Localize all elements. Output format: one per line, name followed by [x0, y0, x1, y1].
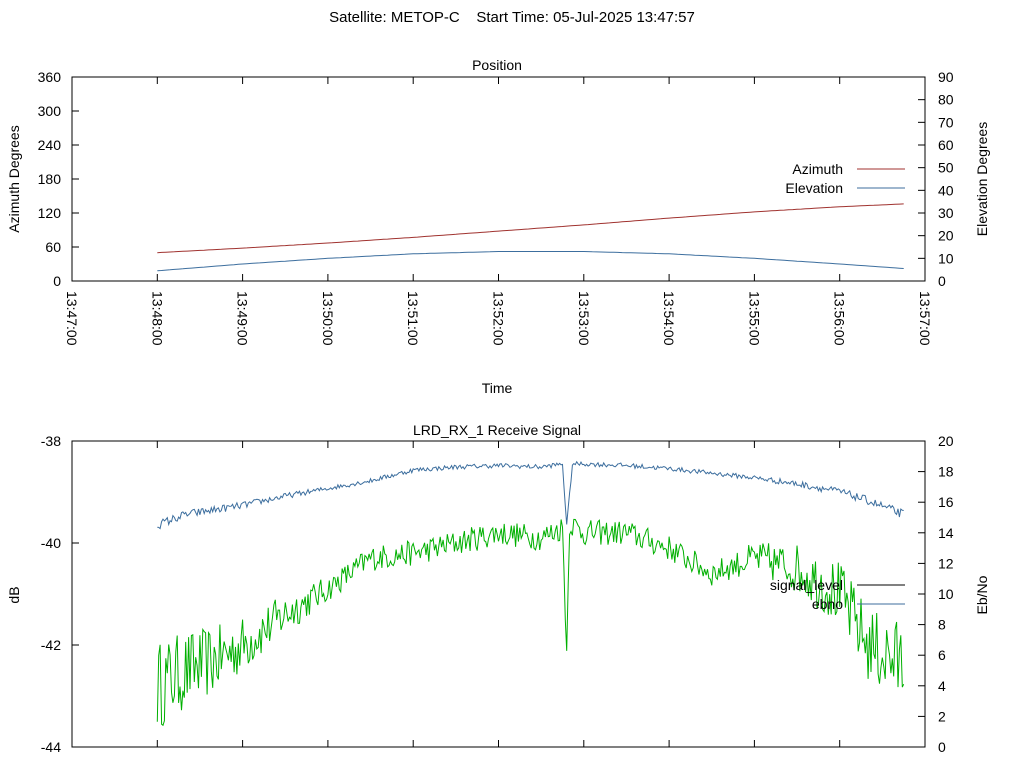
left-tick-label: -38 — [41, 433, 61, 449]
x-tick-label: 13:55:00 — [746, 291, 762, 346]
left-tick-label: -40 — [41, 535, 61, 551]
legend-signal-level-label: signal_level — [770, 577, 843, 593]
right-tick-label: 10 — [938, 250, 954, 266]
right-tick-label: 60 — [938, 137, 954, 153]
receive-series — [156, 460, 905, 727]
series-line-ebno — [157, 460, 904, 530]
left-tick-label: 120 — [38, 205, 62, 221]
elevation-axis-label: Elevation Degrees — [974, 122, 990, 236]
x-tick-label: 13:48:00 — [149, 291, 165, 346]
position-series — [157, 203, 904, 272]
left-tick-label: 240 — [38, 137, 62, 153]
position-chart: Position 0 60 120 180 240 300 360 0 10 20 30 40 50 60… — [6, 57, 990, 396]
left-tick-label: 0 — [53, 273, 61, 289]
right-tick-label: 20 — [938, 433, 954, 449]
figure-title: Satellite: METOP-C Start Time: 05-Jul-20… — [329, 9, 695, 26]
left-tick-label: -44 — [41, 739, 61, 755]
right-tick-label: 14 — [938, 525, 954, 541]
x-tick-label: 13:54:00 — [661, 291, 677, 346]
legend-ebno-label: ebno — [812, 596, 843, 612]
right-tick-label: 80 — [938, 92, 954, 108]
x-tick-label: 13:47:00 — [64, 291, 80, 346]
receive-signal-chart: LRD_RX_1 Receive Signal -44 -42 -40 -38 0 2 4 6… — [6, 422, 990, 755]
ebno-axis-label: Eb/No — [974, 575, 990, 614]
right-tick-label: 20 — [938, 228, 954, 244]
x-tick-label: 13:56:00 — [832, 291, 848, 346]
right-tick-label: 40 — [938, 182, 954, 198]
legend-azimuth-label: Azimuth — [792, 161, 843, 177]
time-axis-label: Time — [482, 380, 513, 396]
legend-elevation-label: Elevation — [785, 180, 843, 196]
right-tick-label: 2 — [938, 708, 946, 724]
right-tick-label: 70 — [938, 114, 954, 130]
series-line-azimuth — [157, 203, 904, 254]
x-tick-label: 13:57:00 — [917, 291, 933, 346]
left-tick-label: 60 — [45, 239, 61, 255]
azimuth-axis-label: Azimuth Degrees — [6, 125, 22, 232]
left-tick-label: 300 — [38, 103, 62, 119]
x-tick-label: 13:51:00 — [405, 291, 421, 346]
x-tick-label: 13:50:00 — [320, 291, 336, 346]
receive-axis-ticks: -44 -42 -40 -38 0 2 4 6 8 10 12 14 16 18 20 — [41, 433, 954, 755]
right-tick-label: 18 — [938, 464, 954, 480]
right-tick-label: 6 — [938, 647, 946, 663]
right-tick-label: 8 — [938, 617, 946, 633]
right-tick-label: 16 — [938, 494, 954, 510]
receive-legend: signal_level ebno — [770, 577, 905, 612]
right-tick-label: 0 — [938, 273, 946, 289]
receive-signal-chart-title: LRD_RX_1 Receive Signal — [413, 422, 581, 438]
x-tick-label: 13:49:00 — [235, 291, 251, 346]
db-axis-label: dB — [6, 586, 22, 603]
right-tick-label: 90 — [938, 69, 954, 85]
position-legend: Azimuth Elevation — [785, 161, 905, 196]
position-axis-ticks: 0 60 120 180 240 300 360 0 10 20 30 40 50 60 70 80 90 13:… — [38, 69, 954, 346]
right-tick-label: 30 — [938, 205, 954, 221]
position-chart-title: Position — [472, 57, 522, 73]
receive-plot-frame — [71, 440, 926, 748]
left-tick-label: 360 — [38, 69, 62, 85]
right-tick-label: 10 — [938, 586, 954, 602]
right-tick-label: 50 — [938, 160, 954, 176]
right-tick-label: 4 — [938, 678, 946, 694]
series-line-signal-level — [156, 518, 905, 727]
x-tick-label: 13:53:00 — [576, 291, 592, 346]
series-line-elevation — [157, 251, 904, 272]
x-tick-label: 13:52:00 — [491, 291, 507, 346]
left-tick-label: 180 — [38, 171, 62, 187]
left-tick-label: -42 — [41, 637, 61, 653]
right-tick-label: 12 — [938, 555, 954, 571]
right-tick-label: 0 — [938, 739, 946, 755]
